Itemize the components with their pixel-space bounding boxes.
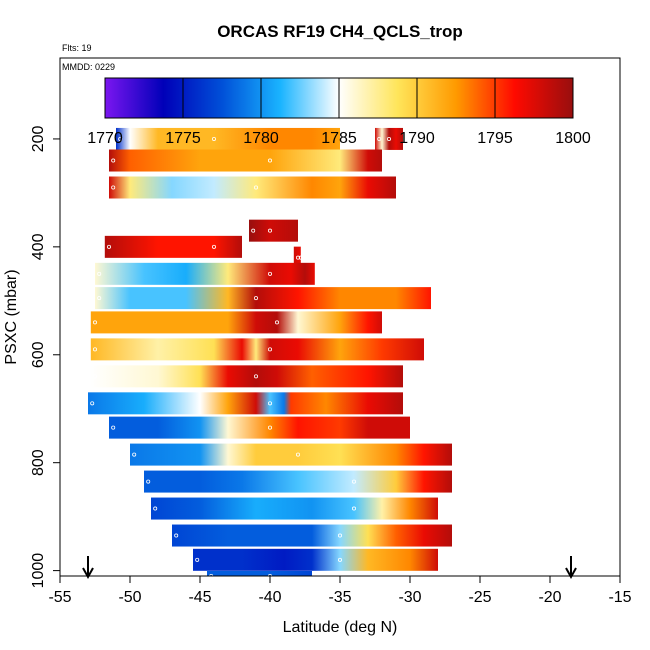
data-layer-band bbox=[151, 497, 438, 520]
colorbar-tick-label: 1770 bbox=[87, 130, 123, 147]
sample-point bbox=[267, 158, 272, 163]
sample-point bbox=[97, 271, 102, 276]
colorbar-tick-label: 1775 bbox=[165, 130, 201, 147]
endpoint-arrows bbox=[82, 556, 577, 580]
y-tick-label: 600 bbox=[30, 341, 47, 368]
sample-marks bbox=[90, 136, 391, 576]
data-layer-band bbox=[90, 338, 425, 361]
x-axis: -55 -50 -45 -40 -35 -30 -25 -20 -15 bbox=[48, 575, 632, 606]
y-axis: 200 400 600 800 1000 bbox=[30, 125, 61, 589]
sample-point bbox=[337, 557, 342, 562]
sample-point bbox=[132, 452, 137, 457]
sample-point bbox=[253, 185, 258, 190]
sample-point bbox=[146, 479, 151, 484]
sample-point bbox=[351, 479, 356, 484]
data-layer-band bbox=[95, 262, 315, 285]
sample-point bbox=[267, 347, 272, 352]
chart-title: ORCAS RF19 CH4_QCLS_trop bbox=[217, 22, 463, 41]
sample-point bbox=[111, 185, 116, 190]
sample-point bbox=[211, 136, 216, 141]
colorbar-ticks: 1770 1775 1780 1785 1790 1795 1800 bbox=[87, 78, 591, 147]
sample-point bbox=[295, 452, 300, 457]
x-axis-label: Latitude (deg N) bbox=[283, 619, 398, 636]
colorbar-tick-label: 1785 bbox=[321, 130, 357, 147]
colorbar-tick-label: 1800 bbox=[555, 130, 591, 147]
sample-point bbox=[274, 320, 279, 325]
y-tick-label: 800 bbox=[30, 449, 47, 476]
sample-point bbox=[111, 425, 116, 430]
data-layer-band bbox=[88, 392, 403, 415]
data-layer-band bbox=[109, 176, 396, 199]
y-axis-label: PSXC (mbar) bbox=[3, 269, 20, 364]
sample-point bbox=[153, 506, 158, 511]
sample-point bbox=[93, 347, 98, 352]
y-tick-label: 1000 bbox=[30, 553, 47, 589]
sample-point bbox=[118, 136, 123, 141]
data-layer-band bbox=[109, 149, 382, 172]
data-layer-band bbox=[249, 219, 298, 242]
sample-point bbox=[337, 533, 342, 538]
sample-point bbox=[267, 228, 272, 233]
sample-point bbox=[209, 574, 214, 576]
data-layer-band bbox=[207, 571, 312, 576]
data-layer-band bbox=[172, 524, 452, 547]
x-tick-label: -45 bbox=[188, 589, 211, 606]
sample-point bbox=[377, 136, 382, 141]
sample-point bbox=[253, 374, 258, 379]
x-tick-label: -55 bbox=[48, 589, 71, 606]
colorbar-tick-label: 1790 bbox=[399, 130, 435, 147]
data-layer-band bbox=[90, 365, 404, 388]
sample-point bbox=[251, 228, 256, 233]
sample-point bbox=[111, 158, 116, 163]
x-tick-label: -50 bbox=[118, 589, 141, 606]
arrow-head bbox=[82, 567, 94, 580]
data-layer-band bbox=[109, 416, 410, 439]
sample-point bbox=[195, 557, 200, 562]
sample-point bbox=[267, 271, 272, 276]
date-label: MMDD: 0229 bbox=[62, 62, 115, 72]
flights-label: Flts: 19 bbox=[62, 43, 92, 53]
data-layer-band bbox=[144, 470, 452, 493]
x-tick-label: -35 bbox=[328, 589, 351, 606]
data-layer-band bbox=[193, 548, 438, 571]
sample-point bbox=[295, 255, 300, 260]
data-layer-band bbox=[375, 127, 403, 150]
sample-point bbox=[298, 255, 303, 260]
sample-point bbox=[386, 136, 391, 141]
arrow-head bbox=[565, 567, 577, 580]
x-tick-label: -20 bbox=[538, 589, 561, 606]
data-layer-band bbox=[104, 235, 242, 258]
sample-point bbox=[90, 401, 95, 406]
x-tick-label: -30 bbox=[398, 589, 421, 606]
y-tick-label: 200 bbox=[30, 125, 47, 152]
sample-point bbox=[97, 296, 102, 301]
data-layer-band bbox=[90, 311, 383, 334]
y-tick-label: 400 bbox=[30, 233, 47, 260]
sample-point bbox=[107, 244, 112, 249]
sample-point bbox=[253, 296, 258, 301]
x-tick-label: -40 bbox=[258, 589, 281, 606]
sample-point bbox=[93, 374, 98, 379]
data-layer-band bbox=[116, 127, 340, 150]
x-tick-label: -15 bbox=[608, 589, 631, 606]
sample-point bbox=[268, 574, 272, 576]
data-layer-band bbox=[130, 443, 452, 466]
sample-point bbox=[267, 401, 272, 406]
colorbar-tick-label: 1795 bbox=[477, 130, 513, 147]
sample-point bbox=[211, 244, 216, 249]
sample-point bbox=[93, 320, 98, 325]
data-layer-band bbox=[95, 287, 431, 310]
sample-point bbox=[351, 506, 356, 511]
sample-point bbox=[174, 533, 179, 538]
x-tick-label: -25 bbox=[468, 589, 491, 606]
colorbar-tick-label: 1780 bbox=[243, 130, 279, 147]
sample-point bbox=[267, 425, 272, 430]
data-layers bbox=[88, 127, 452, 576]
data-layer-band bbox=[293, 246, 301, 269]
